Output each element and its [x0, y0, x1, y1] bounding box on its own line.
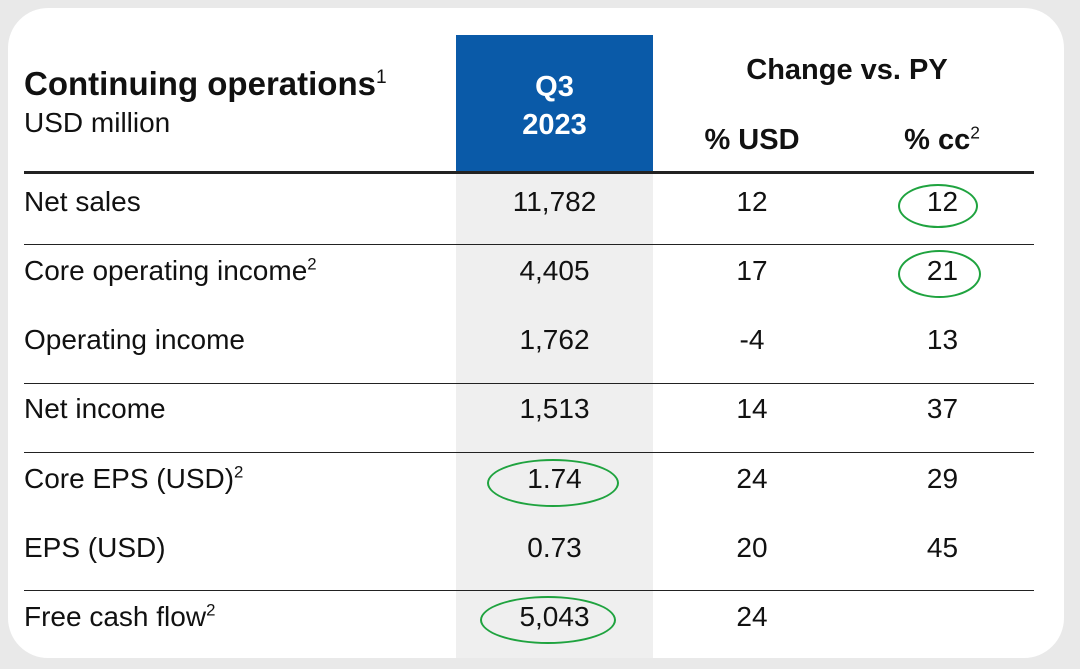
change-usd-value: -4	[739, 324, 765, 355]
change-usd-value: 12	[736, 186, 768, 217]
change-usd-value: 14	[736, 393, 768, 424]
change-usd-value: 20	[736, 532, 768, 563]
change-cc-value	[851, 583, 1034, 651]
q3-value: 1.74	[527, 463, 582, 494]
row-label: Net income	[24, 393, 166, 424]
q3-value: 4,405	[519, 255, 590, 286]
change-cc-value: 13	[926, 324, 959, 355]
q3-value: 1,762	[519, 324, 590, 355]
table-row: Net income 1,513 14 37	[8, 375, 1064, 443]
period-header: Q3 2023	[456, 35, 653, 173]
change-cc-value: 29	[926, 463, 959, 494]
table-row: Core operating income2 4,405 17 21	[8, 237, 1064, 305]
row-divider	[24, 244, 1034, 245]
row-label: Core operating income2	[24, 254, 317, 286]
change-cc-value: 45	[926, 532, 959, 563]
table-row: Free cash flow2 5,043 24	[8, 583, 1064, 651]
row-divider	[24, 383, 1034, 384]
table-title: Continuing operations1	[24, 65, 387, 102]
row-divider	[24, 590, 1034, 591]
header-rule	[24, 171, 1034, 174]
row-label: Net sales	[24, 186, 141, 217]
table-row: Net sales 11,782 12 12	[8, 168, 1064, 236]
change-usd-value: 17	[736, 255, 768, 286]
q3-value: 11,782	[512, 186, 597, 217]
period-quarter: Q3	[535, 71, 574, 103]
table-subtitle: USD million	[24, 107, 171, 138]
period-year: 2023	[522, 109, 587, 141]
col-header-usd: % USD	[704, 124, 800, 156]
change-group-header: Change vs. PY	[746, 54, 948, 86]
row-label: Free cash flow2	[24, 600, 216, 632]
table-row: Operating income 1,762 -4 13	[8, 306, 1064, 374]
row-label: Operating income	[24, 324, 246, 355]
change-usd-value: 24	[736, 463, 768, 494]
title-footnote: 1	[375, 67, 387, 88]
q3-value: 0.73	[527, 532, 582, 563]
q3-value: 1,513	[519, 393, 590, 424]
table-row: Core EPS (USD)2 1.74 24 29	[8, 445, 1064, 513]
change-cc-value: 12	[926, 186, 959, 217]
change-cc-value: 37	[926, 393, 959, 424]
row-label: Core EPS (USD)2	[24, 462, 244, 494]
q3-column-shade	[456, 173, 653, 658]
change-cc-value: 21	[926, 255, 959, 286]
row-label: EPS (USD)	[24, 532, 166, 563]
change-usd-value: 24	[736, 601, 768, 632]
col-header-cc: % cc2	[904, 122, 980, 156]
q3-value: 5,043	[519, 601, 590, 632]
table-row: EPS (USD) 0.73 20 45	[8, 514, 1064, 582]
row-divider	[24, 452, 1034, 453]
table-card: Continuing operations1 USD million Q3 20…	[8, 8, 1064, 658]
